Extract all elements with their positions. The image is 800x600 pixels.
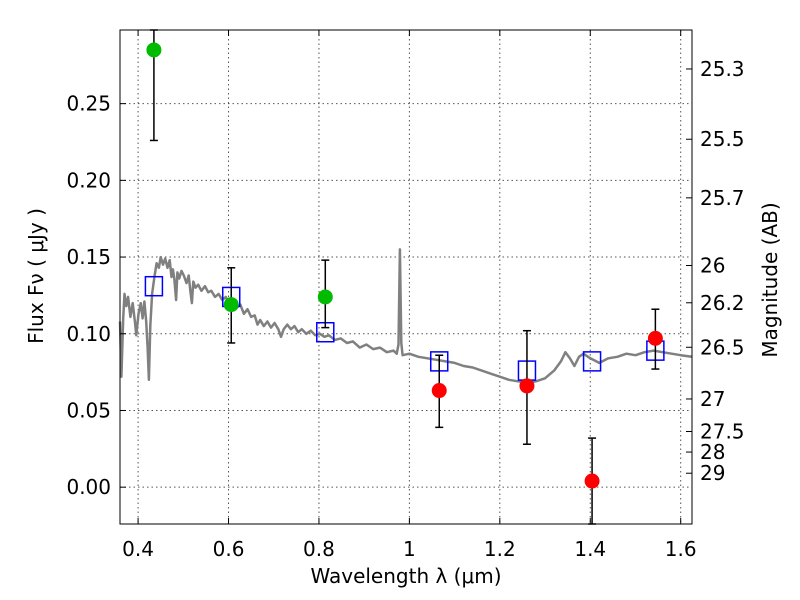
faint-flux-point — [647, 330, 663, 346]
magnitude-tick-label: 29 — [700, 461, 725, 485]
x-tick-label: 1 — [403, 537, 416, 561]
y-tick-label: 0.10 — [66, 322, 111, 346]
magnitude-tick-label: 25.5 — [700, 127, 745, 151]
x-tick-label: 1.6 — [665, 537, 697, 561]
x-tick-label: 0.4 — [122, 537, 154, 561]
magnitude-tick-label: 28 — [700, 440, 725, 464]
synthetic-flux-square — [582, 351, 602, 372]
detected-flux-point — [146, 42, 162, 58]
magnitude-tick-label: 26.2 — [700, 291, 745, 315]
x-tick-label: 0.8 — [303, 537, 335, 561]
y-tick-label: 0.00 — [66, 475, 111, 499]
data-points — [144, 29, 665, 525]
faint-flux-point — [519, 378, 535, 394]
plot-frame — [119, 29, 693, 525]
detected-flux-point — [317, 289, 333, 305]
magnitude-axis-label: Magnitude (AB) — [758, 202, 782, 357]
y-axis-label: Flux Fν ( μJy ) — [24, 208, 48, 344]
x-tick-label: 0.6 — [213, 537, 245, 561]
faint-flux-point — [584, 473, 600, 489]
y-tick-label: 0.05 — [66, 398, 111, 422]
magnitude-tick-label: 25.7 — [700, 186, 745, 210]
x-axis-label: Wavelength λ (μm) — [310, 564, 501, 588]
magnitude-tick-label: 25.3 — [700, 57, 745, 81]
faint-flux-point — [431, 383, 447, 399]
grid-lines — [120, 30, 692, 524]
synthetic-flux-square — [144, 275, 164, 297]
magnitude-tick-label: 27.5 — [700, 419, 745, 443]
detected-flux-point — [223, 297, 239, 313]
y-tick-label: 0.25 — [66, 92, 111, 116]
x-tick-label: 1.2 — [484, 537, 516, 561]
y-tick-label: 0.15 — [66, 245, 111, 269]
magnitude-tick-label: 27 — [700, 387, 725, 411]
magnitude-tick-label: 26.5 — [700, 335, 745, 359]
x-tick-label: 1.4 — [574, 537, 606, 561]
magnitude-tick-label: 26 — [700, 253, 725, 277]
axis-ticks: 0.4 0.6 0.8 1 1.2 1.4 1.6 0.00 0.05 0.10 0.15 0.20 0… — [66, 30, 745, 561]
y-tick-label: 0.20 — [66, 168, 111, 192]
